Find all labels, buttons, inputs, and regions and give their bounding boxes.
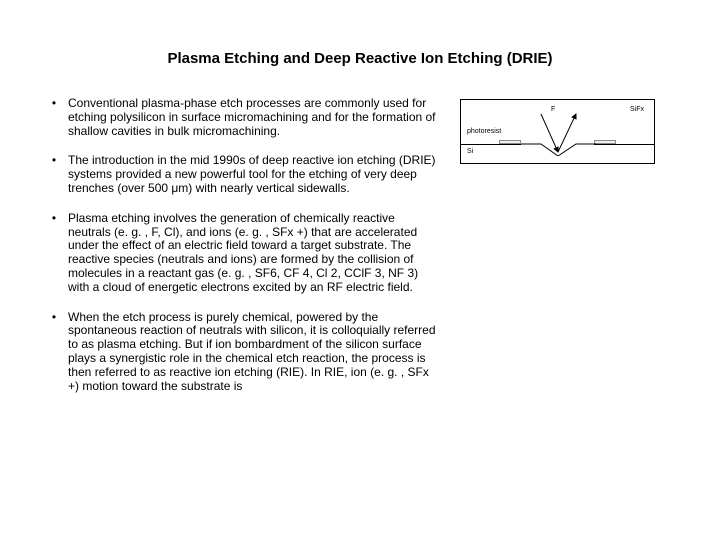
bullet-item: • When the etch process is purely chemic… [40,311,440,394]
content-row: • Conventional plasma-phase etch process… [40,97,680,409]
slide-title: Plasma Etching and Deep Reactive Ion Etc… [40,50,680,67]
photoresist-block [499,140,521,144]
substrate-line [461,144,521,145]
label-substrate: Si [467,148,473,155]
bullet-item: • The introduction in the mid 1990s of d… [40,154,440,195]
bullet-marker: • [40,311,68,394]
bullet-marker: • [40,154,68,195]
photoresist-block [594,140,616,144]
bullet-item: • Conventional plasma-phase etch process… [40,97,440,138]
substrate-line [594,144,654,145]
bullet-text: When the etch process is purely chemical… [68,311,440,394]
bullet-text: Plasma etching involves the generation o… [68,212,440,295]
trench-arrows-icon [521,112,596,156]
etch-diagram: photoresist F SiFx Si [460,99,655,164]
figure-column: photoresist F SiFx Si [460,97,655,409]
bullet-item: • Plasma etching involves the generation… [40,212,440,295]
bullet-text: Conventional plasma-phase etch processes… [68,97,440,138]
bullet-marker: • [40,97,68,138]
bullets-column: • Conventional plasma-phase etch process… [40,97,440,409]
slide: Plasma Etching and Deep Reactive Ion Etc… [0,0,720,540]
bullet-text: The introduction in the mid 1990s of dee… [68,154,440,195]
bullet-marker: • [40,212,68,295]
label-product: SiFx [630,106,644,113]
label-photoresist: photoresist [467,128,501,135]
